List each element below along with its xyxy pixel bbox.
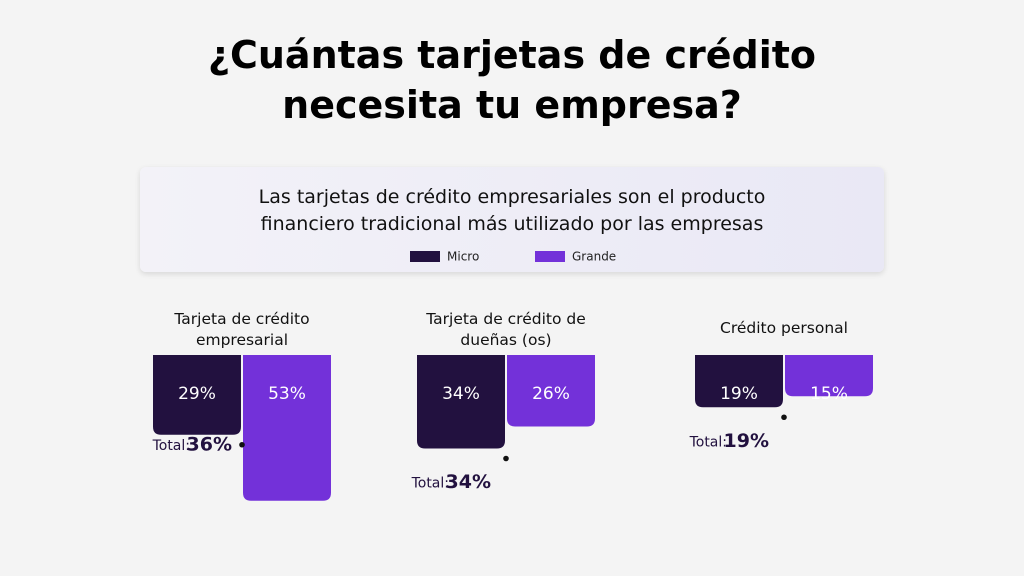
legend-swatch	[535, 251, 565, 262]
total-value: 34%	[446, 471, 491, 493]
total-label: Total:	[152, 438, 190, 454]
bar	[417, 355, 505, 449]
total-label: Total:	[411, 476, 449, 492]
category-label: Tarjeta de crédito de dueñas (os)	[426, 310, 586, 349]
bar	[695, 355, 783, 408]
legend-label: Grande	[572, 250, 616, 264]
value-label: 34%	[442, 384, 480, 404]
value-label: 53%	[268, 384, 306, 404]
bar	[507, 355, 595, 427]
bar	[243, 355, 331, 501]
value-label: 26%	[532, 384, 570, 404]
category-label: Crédito personal	[720, 319, 848, 337]
value-label: 15%	[810, 384, 848, 404]
total-dot	[781, 414, 787, 421]
total-dot	[239, 441, 245, 448]
total-value: 19%	[724, 430, 769, 452]
category-label: Tarjeta de crédito empresarial	[174, 310, 310, 349]
legend-label: Micro	[447, 250, 479, 264]
total-label: Total:	[689, 434, 727, 450]
value-label: 29%	[178, 384, 216, 404]
value-label: 19%	[720, 384, 758, 404]
subtitle-box	[140, 167, 884, 272]
total-dot	[503, 455, 509, 462]
title: ¿Cuántas tarjetas de crédito necesita tu…	[207, 33, 817, 127]
bar	[785, 355, 873, 397]
bar	[153, 355, 241, 435]
legend-swatch	[410, 251, 440, 262]
total-value: 36%	[187, 433, 232, 455]
subtitle: Las tarjetas de crédito empresariales so…	[258, 186, 766, 235]
